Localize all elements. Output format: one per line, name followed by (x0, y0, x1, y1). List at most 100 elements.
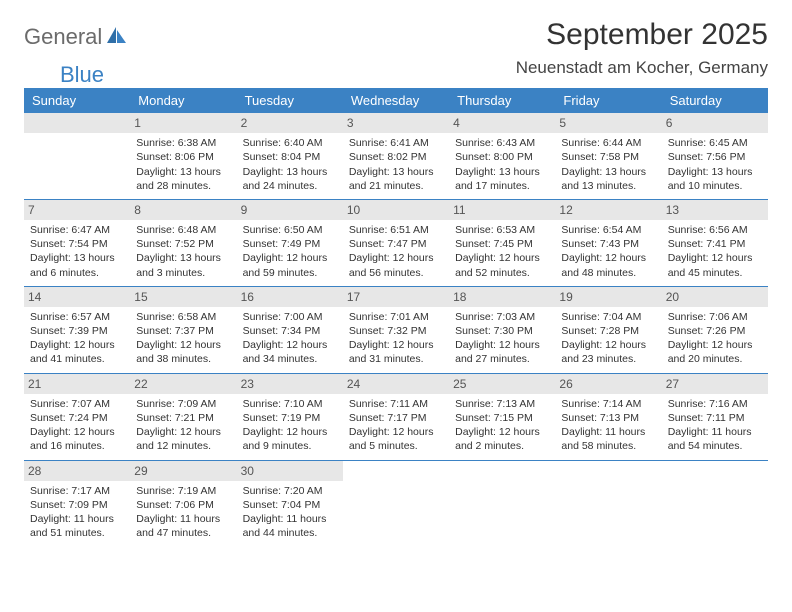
daylight2-text: and 2 minutes. (455, 439, 549, 453)
sunset-text: Sunset: 7:56 PM (668, 150, 762, 164)
daylight2-text: and 56 minutes. (349, 266, 443, 280)
sunrise-text: Sunrise: 6:43 AM (455, 136, 549, 150)
day-number: 22 (130, 374, 236, 394)
week-row: 7Sunrise: 6:47 AMSunset: 7:54 PMDaylight… (24, 200, 768, 287)
day-header: Friday (555, 88, 661, 113)
day-cell: 21Sunrise: 7:07 AMSunset: 7:24 PMDayligh… (24, 374, 130, 460)
logo-sail-icon (106, 25, 128, 50)
daylight2-text: and 28 minutes. (136, 179, 230, 193)
daylight1-text: Daylight: 12 hours (136, 425, 230, 439)
day-cell (449, 461, 555, 547)
sunset-text: Sunset: 7:41 PM (668, 237, 762, 251)
sunset-text: Sunset: 7:21 PM (136, 411, 230, 425)
sunset-text: Sunset: 7:52 PM (136, 237, 230, 251)
daylight2-text: and 24 minutes. (243, 179, 337, 193)
day-header: Thursday (449, 88, 555, 113)
day-number: 4 (449, 113, 555, 133)
sunrise-text: Sunrise: 6:40 AM (243, 136, 337, 150)
daylight1-text: Daylight: 12 hours (243, 251, 337, 265)
daylight1-text: Daylight: 11 hours (561, 425, 655, 439)
day-cell: 15Sunrise: 6:58 AMSunset: 7:37 PMDayligh… (130, 287, 236, 373)
calendar: SundayMondayTuesdayWednesdayThursdayFrid… (24, 88, 768, 546)
daylight2-text: and 34 minutes. (243, 352, 337, 366)
sunrise-text: Sunrise: 7:06 AM (668, 310, 762, 324)
day-cell: 5Sunrise: 6:44 AMSunset: 7:58 PMDaylight… (555, 113, 661, 199)
daylight1-text: Daylight: 13 hours (455, 165, 549, 179)
sunset-text: Sunset: 7:09 PM (30, 498, 124, 512)
sunset-text: Sunset: 7:04 PM (243, 498, 337, 512)
sunset-text: Sunset: 7:30 PM (455, 324, 549, 338)
sunrise-text: Sunrise: 7:14 AM (561, 397, 655, 411)
daylight1-text: Daylight: 12 hours (561, 251, 655, 265)
sunset-text: Sunset: 7:15 PM (455, 411, 549, 425)
sunrise-text: Sunrise: 7:04 AM (561, 310, 655, 324)
sunset-text: Sunset: 7:43 PM (561, 237, 655, 251)
daylight2-text: and 23 minutes. (561, 352, 655, 366)
day-cell: 20Sunrise: 7:06 AMSunset: 7:26 PMDayligh… (662, 287, 768, 373)
day-cell: 22Sunrise: 7:09 AMSunset: 7:21 PMDayligh… (130, 374, 236, 460)
daylight2-text: and 3 minutes. (136, 266, 230, 280)
daylight2-text: and 41 minutes. (30, 352, 124, 366)
day-number: 8 (130, 200, 236, 220)
day-cell: 9Sunrise: 6:50 AMSunset: 7:49 PMDaylight… (237, 200, 343, 286)
day-header: Monday (130, 88, 236, 113)
sunrise-text: Sunrise: 6:41 AM (349, 136, 443, 150)
sunrise-text: Sunrise: 6:45 AM (668, 136, 762, 150)
day-number: 27 (662, 374, 768, 394)
daylight2-text: and 31 minutes. (349, 352, 443, 366)
daylight1-text: Daylight: 12 hours (30, 425, 124, 439)
day-cell: 17Sunrise: 7:01 AMSunset: 7:32 PMDayligh… (343, 287, 449, 373)
sunrise-text: Sunrise: 6:50 AM (243, 223, 337, 237)
day-cell: 14Sunrise: 6:57 AMSunset: 7:39 PMDayligh… (24, 287, 130, 373)
logo-text-general: General (24, 24, 102, 50)
day-header: Tuesday (237, 88, 343, 113)
sunrise-text: Sunrise: 7:07 AM (30, 397, 124, 411)
daylight1-text: Daylight: 12 hours (243, 425, 337, 439)
daylight2-text: and 12 minutes. (136, 439, 230, 453)
day-cell: 26Sunrise: 7:14 AMSunset: 7:13 PMDayligh… (555, 374, 661, 460)
sunrise-text: Sunrise: 7:00 AM (243, 310, 337, 324)
sunset-text: Sunset: 8:06 PM (136, 150, 230, 164)
daylight2-text: and 6 minutes. (30, 266, 124, 280)
day-number: 15 (130, 287, 236, 307)
day-cell: 12Sunrise: 6:54 AMSunset: 7:43 PMDayligh… (555, 200, 661, 286)
sunset-text: Sunset: 7:17 PM (349, 411, 443, 425)
daylight1-text: Daylight: 12 hours (349, 251, 443, 265)
day-number: 10 (343, 200, 449, 220)
day-number: 20 (662, 287, 768, 307)
sunrise-text: Sunrise: 7:01 AM (349, 310, 443, 324)
day-header: Saturday (662, 88, 768, 113)
sunset-text: Sunset: 7:32 PM (349, 324, 443, 338)
daylight1-text: Daylight: 12 hours (349, 425, 443, 439)
sunset-text: Sunset: 7:28 PM (561, 324, 655, 338)
daylight2-text: and 17 minutes. (455, 179, 549, 193)
daylight2-text: and 21 minutes. (349, 179, 443, 193)
sunset-text: Sunset: 7:13 PM (561, 411, 655, 425)
daylight1-text: Daylight: 12 hours (561, 338, 655, 352)
daylight1-text: Daylight: 12 hours (136, 338, 230, 352)
sunrise-text: Sunrise: 7:13 AM (455, 397, 549, 411)
daylight2-text: and 27 minutes. (455, 352, 549, 366)
sunset-text: Sunset: 7:39 PM (30, 324, 124, 338)
day-number: 28 (24, 461, 130, 481)
week-row: 28Sunrise: 7:17 AMSunset: 7:09 PMDayligh… (24, 461, 768, 547)
daylight2-text: and 58 minutes. (561, 439, 655, 453)
daylight1-text: Daylight: 12 hours (668, 338, 762, 352)
day-number: 13 (662, 200, 768, 220)
sunset-text: Sunset: 7:54 PM (30, 237, 124, 251)
day-cell: 16Sunrise: 7:00 AMSunset: 7:34 PMDayligh… (237, 287, 343, 373)
day-cell (24, 113, 130, 199)
daylight2-text: and 52 minutes. (455, 266, 549, 280)
daylight1-text: Daylight: 13 hours (30, 251, 124, 265)
day-number: 2 (237, 113, 343, 133)
day-cell: 11Sunrise: 6:53 AMSunset: 7:45 PMDayligh… (449, 200, 555, 286)
week-row: 21Sunrise: 7:07 AMSunset: 7:24 PMDayligh… (24, 374, 768, 461)
sunrise-text: Sunrise: 6:53 AM (455, 223, 549, 237)
day-number: 17 (343, 287, 449, 307)
daylight1-text: Daylight: 12 hours (243, 338, 337, 352)
day-number: 1 (130, 113, 236, 133)
sunset-text: Sunset: 7:11 PM (668, 411, 762, 425)
day-number: 12 (555, 200, 661, 220)
sunrise-text: Sunrise: 6:48 AM (136, 223, 230, 237)
sunset-text: Sunset: 7:58 PM (561, 150, 655, 164)
